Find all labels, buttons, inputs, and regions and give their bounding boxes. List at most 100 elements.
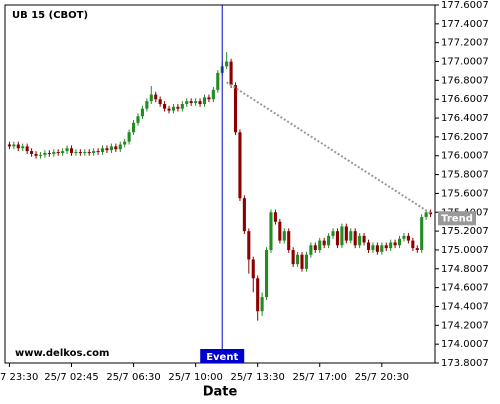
x-axis-label: Date (203, 385, 238, 400)
event-label: Event (206, 352, 238, 363)
candle-body (176, 106, 180, 109)
candle-body (397, 238, 402, 246)
candle-body (140, 108, 144, 117)
y-tick-label: 175.6007 (441, 188, 489, 199)
x-tick-label: 25/7 20:30 (355, 372, 409, 383)
y-tick-label: 174.2007 (441, 320, 489, 331)
candle-body (256, 278, 260, 312)
candle-body (264, 250, 269, 298)
candle-body (318, 240, 322, 251)
trend-label: Trend (441, 213, 473, 224)
candle-body (313, 245, 317, 251)
candle-body (158, 99, 162, 104)
candle-body (118, 144, 122, 150)
candle-body (366, 242, 371, 251)
y-tick-label: 174.8007 (441, 264, 489, 275)
candle-body (304, 254, 308, 269)
y-tick-label: 177.2007 (441, 38, 489, 49)
y-tick-label: 176.8007 (441, 75, 489, 86)
candle-body (380, 245, 384, 252)
candle-body (132, 122, 136, 133)
candle-body (384, 245, 388, 249)
candle-body (30, 151, 34, 154)
watermark: www.delkos.com (15, 348, 109, 359)
candle-body (371, 245, 375, 251)
candle-body (429, 212, 433, 215)
candle-body (229, 61, 233, 86)
candle-body (309, 245, 313, 255)
candle-body (163, 103, 167, 109)
candle-body (402, 235, 406, 239)
candle-body (21, 146, 25, 149)
y-tick-label: 173.8007 (441, 358, 489, 369)
candle-body (282, 231, 286, 241)
candle-body (43, 152, 47, 155)
candle-body (87, 152, 91, 154)
candle-body (38, 154, 43, 156)
candle-body (327, 235, 331, 246)
candle-body (52, 152, 56, 154)
candle-body (12, 144, 16, 147)
candle-body (389, 242, 393, 249)
candle-body (171, 106, 176, 111)
candle-body (198, 101, 202, 104)
candle-body (96, 151, 100, 153)
y-tick-label: 176.6007 (441, 94, 489, 105)
candle-body (273, 212, 277, 222)
y-tick-label: 175.2007 (441, 226, 489, 237)
candle-body (411, 240, 415, 249)
y-tick-label: 175.0007 (441, 245, 489, 256)
candle-body (105, 148, 109, 151)
candle-body (358, 235, 362, 246)
x-tick-label: 25/7 02:45 (44, 372, 98, 383)
trend-line (226, 81, 432, 215)
x-tick-label: 25/7 13:30 (230, 372, 284, 383)
candle-body (353, 231, 357, 246)
candle-body (225, 61, 229, 67)
chart-title: UB 15 (CBOT) (12, 10, 88, 21)
candle-body (189, 101, 193, 104)
candle-body (92, 151, 96, 153)
x-tick-label: 7 23:30 (0, 372, 38, 383)
event-box (200, 349, 245, 363)
candle-body (420, 217, 424, 251)
y-tick-label: 176.4007 (441, 113, 489, 124)
candle-body (375, 245, 379, 252)
y-tick-label: 177.6007 (441, 0, 489, 11)
candle-body (16, 144, 20, 149)
plot-area (4, 4, 436, 364)
candle-body (127, 132, 131, 142)
candle-body (114, 146, 118, 150)
candle-body (100, 148, 105, 153)
candle-body (335, 231, 340, 246)
candle-body (296, 254, 300, 265)
y-tick-label: 174.4007 (441, 301, 489, 312)
candle-body (251, 259, 255, 279)
candle-body (322, 240, 326, 246)
candle-body (136, 116, 140, 123)
candle-body (25, 146, 29, 152)
candle-body (331, 231, 335, 236)
candle-body (61, 151, 65, 153)
candle-body (154, 94, 158, 100)
candle-body (340, 226, 344, 246)
y-tick-label: 176.2007 (441, 132, 489, 143)
x-tick-label: 25/7 10:00 (168, 372, 222, 383)
candle-body (291, 250, 295, 265)
candle-body (109, 146, 113, 151)
y-tick-label: 176.0007 (441, 151, 489, 162)
x-tick-label: 25/7 17:00 (293, 372, 347, 383)
candle-body (344, 226, 348, 241)
y-tick-label: 177.0007 (441, 57, 489, 68)
candle-body (207, 97, 211, 100)
candle-body (145, 101, 149, 109)
candle-body (393, 242, 397, 246)
candle-body (83, 152, 87, 154)
candle-body (211, 89, 215, 100)
y-tick-label: 175.8007 (441, 170, 489, 181)
candle-body (123, 141, 127, 145)
candle-body (180, 103, 184, 109)
trend-box (438, 211, 476, 226)
candle-body (406, 235, 410, 241)
